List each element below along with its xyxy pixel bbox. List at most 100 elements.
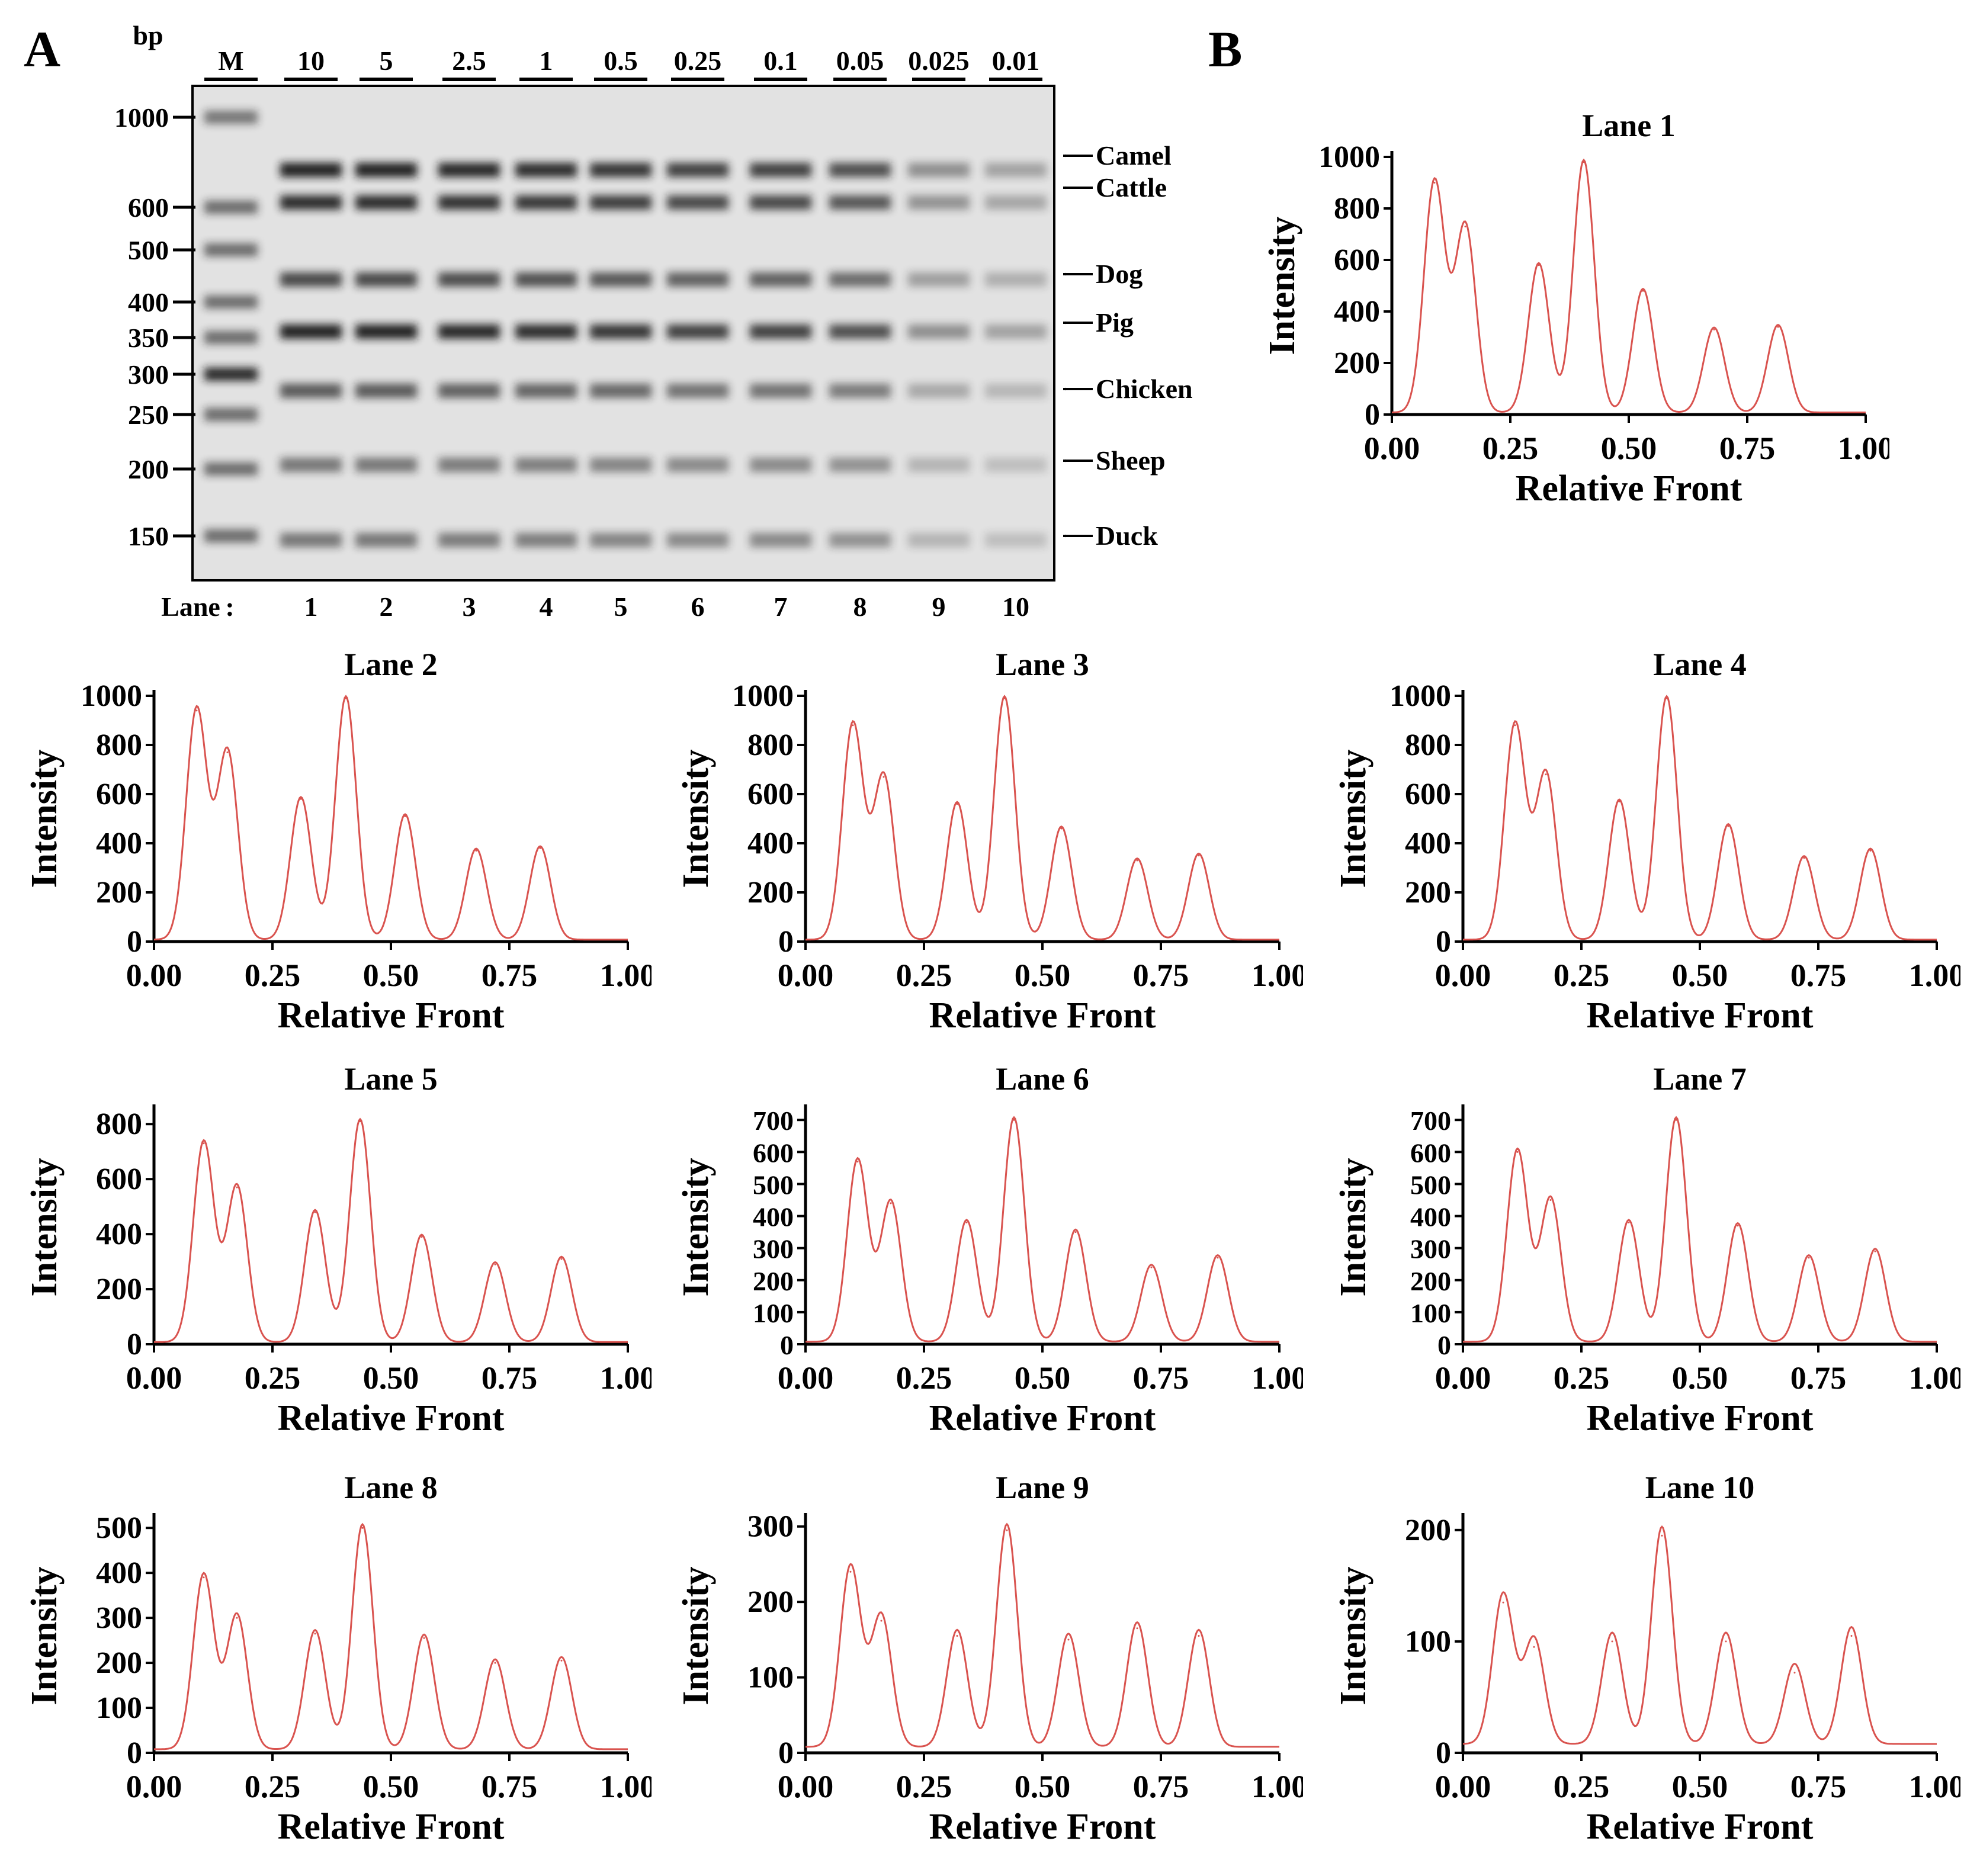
- y-tick-label: 700: [1410, 1106, 1451, 1136]
- sample-band: [590, 458, 652, 472]
- y-tick-label: 1000: [1389, 679, 1451, 713]
- y-axis-label: Intensity: [24, 749, 65, 888]
- x-tick-label: 0.00: [1435, 1360, 1491, 1396]
- peak-point: [560, 1258, 563, 1260]
- sample-band: [908, 163, 970, 177]
- gel-figure: bp M 10 5 2.5 1 0.5 0.25 0.1 0.05 0.025 0.01 1000 600…: [114, 20, 1066, 622]
- x-axis-label: Relative Front: [1587, 1398, 1814, 1438]
- peak-point: [1067, 1639, 1070, 1641]
- x-tick-label: 0.25: [896, 1360, 952, 1396]
- y-tick-label: 0: [778, 925, 794, 959]
- species-arrow-head: [1063, 534, 1066, 538]
- x-axis-label: Relative Front: [929, 995, 1156, 1036]
- y-tick-label: 300: [96, 1601, 142, 1635]
- chart-title: Lane 9: [996, 1470, 1089, 1505]
- y-tick-label: 0: [1365, 398, 1380, 432]
- y-tick-label: 200: [1334, 346, 1380, 380]
- x-tick-label: 1.00: [1251, 958, 1303, 993]
- sample-band: [750, 272, 811, 287]
- x-tick-label: 0.75: [1790, 1360, 1847, 1396]
- peak-point: [539, 847, 541, 849]
- lane-density-chart: Lane 3 0 200 400 600 800 1000 0.00 0.25 0.50 0.75 1…: [676, 647, 1307, 1036]
- panel-b-label: B: [1208, 21, 1243, 78]
- species-label: Camel: [1096, 140, 1172, 171]
- sample-band: [438, 163, 500, 177]
- peak-point: [1874, 1250, 1876, 1252]
- peak-point: [1533, 1646, 1535, 1648]
- sample-band: [667, 458, 729, 472]
- y-tick-label: 500: [1410, 1170, 1451, 1200]
- x-tick-label: 0.25: [1482, 431, 1539, 466]
- peak-point: [1642, 290, 1644, 292]
- sample-band: [750, 533, 811, 547]
- species-arrow-head: [1063, 459, 1066, 462]
- sample-band: [280, 325, 342, 339]
- y-axis-label: Intensity: [1333, 1566, 1374, 1705]
- x-tick-label: 1.00: [600, 958, 652, 993]
- intensity-trace: [154, 1117, 628, 1343]
- x-tick-label: 0.00: [778, 1360, 834, 1396]
- y-axis-label: Intensity: [676, 749, 716, 888]
- peak-point: [1713, 328, 1715, 330]
- sample-band: [985, 458, 1047, 472]
- sample-band: [438, 325, 500, 339]
- intensity-trace: [806, 695, 1279, 941]
- peak-point: [849, 1570, 852, 1573]
- species-arrow-head: [1063, 186, 1066, 189]
- sample-band: [280, 384, 342, 398]
- x-tick-label: 0.50: [363, 1360, 419, 1396]
- lane-number-label: 7: [774, 592, 788, 622]
- sample-band: [667, 325, 729, 339]
- peak-point: [1628, 1221, 1630, 1223]
- y-tick-label: 200: [96, 1273, 142, 1306]
- x-tick-label: 0.75: [1790, 958, 1847, 993]
- bp-label: bp: [133, 20, 163, 50]
- peak-point: [1514, 724, 1516, 727]
- sample-band: [438, 195, 500, 210]
- y-tick-label: 100: [1405, 1625, 1451, 1659]
- lane-plot-9: Lane 9 0 100 200 300 0.00 0.25 0.50 0.75 1.00 Rela…: [663, 1469, 1307, 1871]
- ladder-size-label: 500: [128, 235, 169, 265]
- y-tick-label: 200: [96, 1646, 142, 1680]
- lane-concentration-label: 2.5: [452, 46, 486, 76]
- ladder-size-label: 250: [128, 400, 169, 430]
- y-tick-label: 100: [1410, 1298, 1451, 1328]
- lane-concentration-label: 0.25: [674, 46, 722, 76]
- y-tick-label: 200: [1405, 876, 1451, 910]
- ladder-band: [204, 462, 258, 476]
- peak-point: [1675, 1119, 1677, 1121]
- y-tick-label: 300: [1410, 1234, 1451, 1264]
- sample-band: [667, 384, 729, 398]
- y-tick-label: 800: [1405, 728, 1451, 762]
- peak-point: [236, 1186, 238, 1188]
- x-tick-label: 0.50: [1672, 1360, 1728, 1396]
- sample-band: [515, 325, 577, 339]
- peak-point: [475, 849, 477, 852]
- intensity-trace: [1463, 695, 1937, 941]
- lane-plot-3: Lane 3 0 200 400 600 800 1000 0.00 0.25 0.50 0.75 1…: [663, 645, 1307, 1060]
- sample-band: [355, 272, 417, 287]
- y-tick-label: 100: [96, 1691, 142, 1725]
- sample-band: [908, 272, 970, 287]
- species-label: Sheep: [1096, 445, 1166, 476]
- y-axis-label: Intensity: [676, 1566, 716, 1705]
- sample-band: [355, 163, 417, 177]
- y-tick-label: 200: [747, 876, 794, 910]
- lane-concentration-label: 1: [540, 46, 553, 76]
- lane-density-chart: Lane 10 0 100 200 0.00 0.25 0.50 0.75 1.00 Relati…: [1333, 1470, 1965, 1847]
- lane-density-chart: Lane 5 0 200 400 600 800 0.00 0.25 0.50 0.75 1.00 R…: [24, 1061, 656, 1438]
- y-tick-label: 1000: [81, 679, 142, 713]
- lane-density-chart: Lane 1 0 200 400 600 800 1000 0.00 0.25 0.50 0.75 1…: [1262, 108, 1894, 509]
- x-axis-label: Relative Front: [1587, 995, 1814, 1036]
- lane-number-label: 6: [691, 592, 705, 622]
- species-label: Cattle: [1096, 172, 1167, 203]
- ladder-band: [204, 111, 258, 124]
- peak-point: [1433, 182, 1436, 184]
- sample-band: [908, 384, 970, 398]
- y-tick-label: 200: [1410, 1266, 1451, 1296]
- sample-band: [750, 195, 811, 210]
- x-tick-label: 0.50: [363, 1769, 419, 1804]
- sample-band: [355, 458, 417, 472]
